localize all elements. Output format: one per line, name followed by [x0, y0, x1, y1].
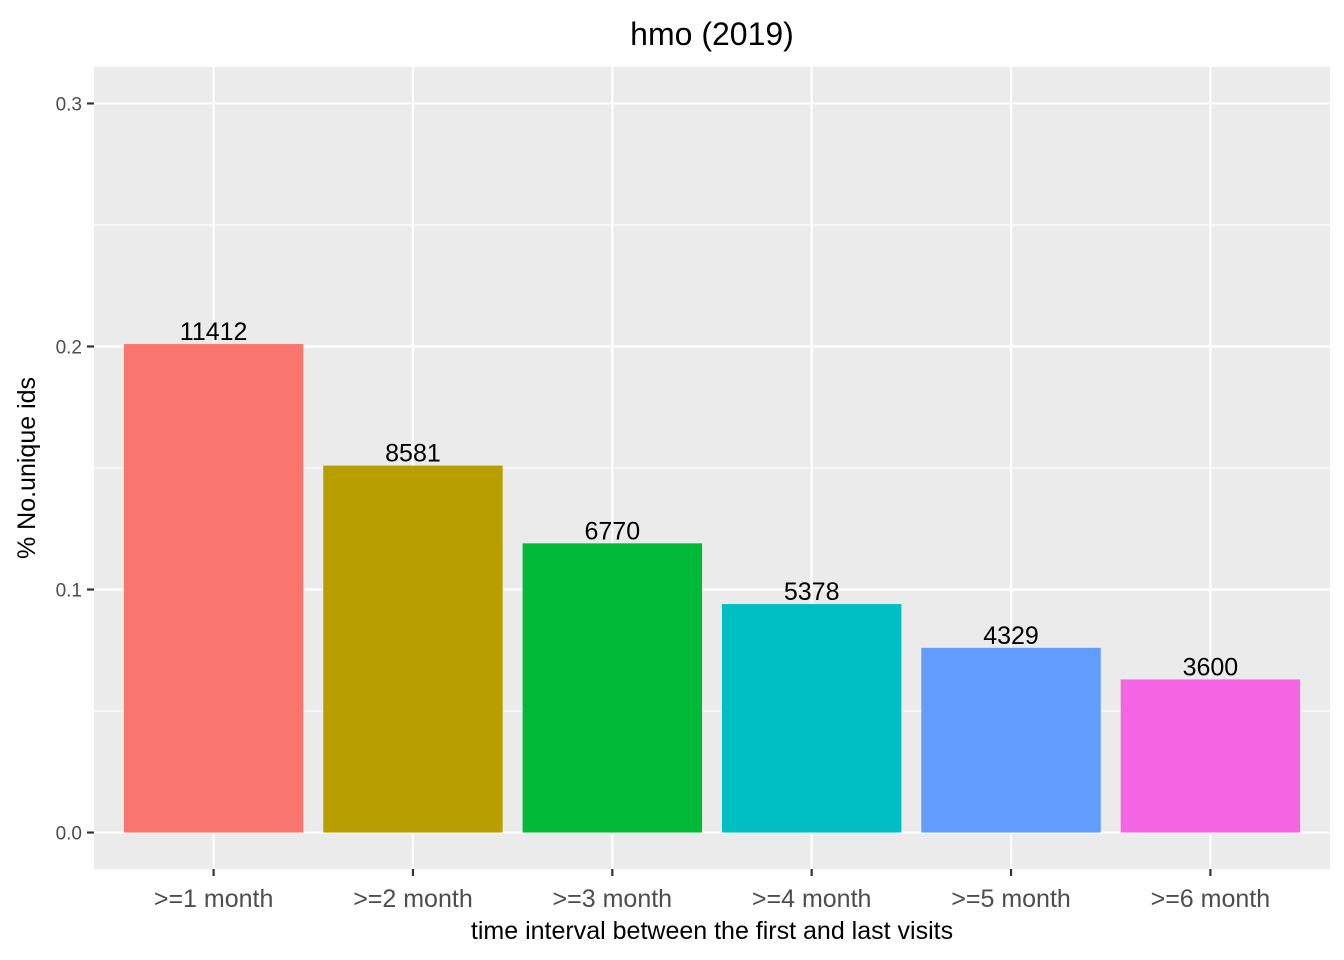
- bar: [721, 604, 902, 833]
- x-axis-title: time interval between the first and last…: [471, 917, 953, 945]
- bar: [323, 465, 503, 833]
- x-tick-label: >=2 month: [353, 885, 473, 913]
- bar: [522, 543, 703, 833]
- y-tick-label: 0.3: [56, 94, 82, 115]
- x-tick-label: >=6 month: [1151, 885, 1271, 913]
- y-tick-label: 0.2: [56, 337, 82, 358]
- bar-data-label: 4329: [983, 622, 1039, 650]
- x-tick-label: >=1 month: [154, 885, 274, 913]
- bar-labels: 11412 8581 6770 5378 4329 3600: [180, 318, 1238, 681]
- bar-data-label: 6770: [585, 517, 641, 545]
- bar-data-label: 5378: [784, 578, 840, 606]
- bar-data-label: 11412: [180, 318, 248, 346]
- y-tick-label: 0.0: [56, 824, 82, 845]
- x-tick-label: >=3 month: [553, 885, 673, 913]
- bar: [1120, 679, 1301, 833]
- bar: [123, 344, 304, 833]
- chart-title: hmo (2019): [630, 16, 794, 52]
- x-axis: >=1 month >=2 month >=3 month >=4 month >=5 …: [154, 869, 1270, 913]
- bars: [123, 344, 1301, 833]
- y-axis-title: % No.unique ids: [13, 377, 41, 559]
- bar-data-label: 8581: [385, 440, 441, 468]
- y-axis: 0.0 0.1 0.2 0.3: [56, 94, 94, 845]
- bar-data-label: 3600: [1183, 653, 1239, 681]
- x-tick-label: >=5 month: [951, 885, 1071, 913]
- x-tick-label: >=4 month: [752, 885, 872, 913]
- bar: [921, 647, 1101, 833]
- y-tick-label: 0.1: [56, 581, 82, 602]
